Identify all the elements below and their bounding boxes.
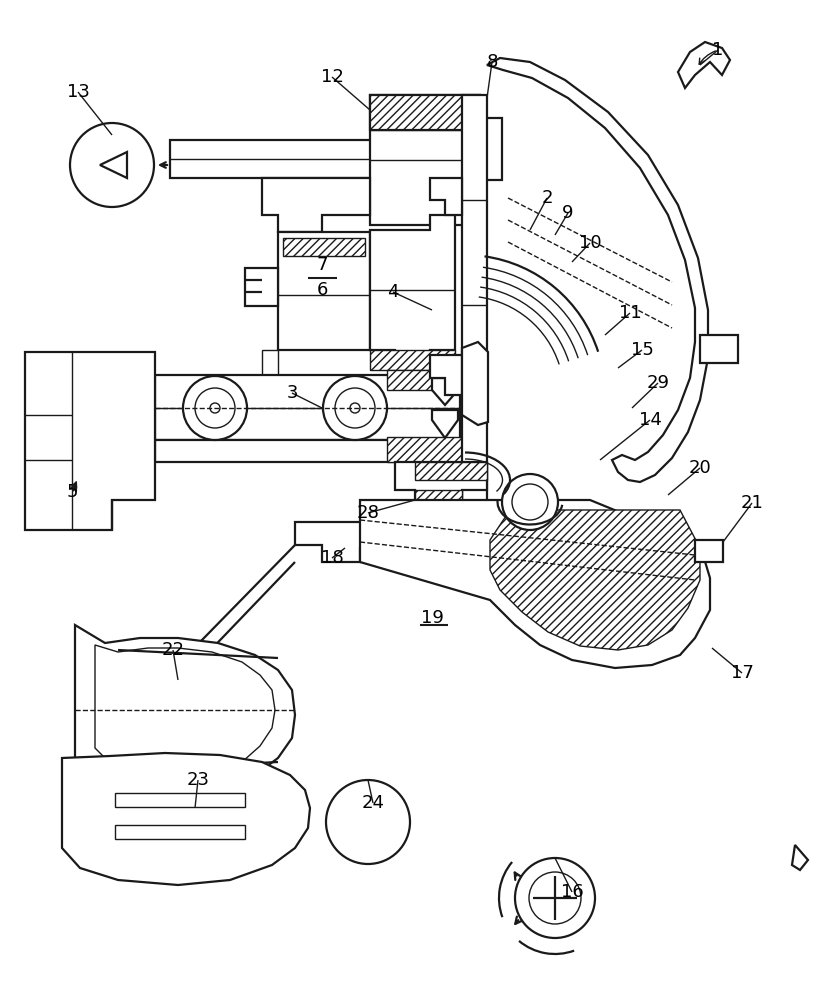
Polygon shape (791, 845, 807, 870)
Text: 18: 18 (320, 549, 343, 567)
Text: 3: 3 (286, 384, 297, 402)
Bar (415, 490, 461, 508)
Circle shape (183, 376, 247, 440)
Bar (369, 95, 479, 225)
Bar (694, 540, 722, 562)
Text: 10: 10 (578, 234, 600, 252)
Text: 11: 11 (618, 304, 641, 322)
Circle shape (502, 474, 557, 530)
Text: 22: 22 (161, 641, 185, 659)
Bar (394, 130, 430, 188)
Bar (155, 375, 460, 440)
Circle shape (512, 484, 547, 520)
Polygon shape (431, 410, 457, 438)
Text: 5: 5 (66, 483, 78, 501)
Bar (170, 140, 394, 178)
Text: 23: 23 (186, 771, 209, 789)
Text: 20: 20 (688, 459, 710, 477)
Polygon shape (369, 215, 455, 370)
Polygon shape (394, 462, 486, 520)
Text: 2: 2 (541, 189, 552, 207)
Circle shape (528, 872, 580, 924)
Text: 6: 6 (316, 281, 327, 299)
Text: 9: 9 (561, 204, 573, 222)
Text: 8: 8 (486, 53, 497, 71)
Polygon shape (461, 342, 488, 425)
Text: 4: 4 (387, 283, 398, 301)
Text: 12: 12 (320, 68, 343, 86)
Circle shape (335, 388, 374, 428)
Polygon shape (359, 500, 709, 668)
Circle shape (325, 780, 410, 864)
Bar (155, 440, 430, 462)
Bar (369, 95, 479, 130)
Bar (115, 793, 245, 807)
Circle shape (209, 403, 219, 413)
Text: 17: 17 (729, 664, 753, 682)
Polygon shape (262, 350, 277, 380)
Polygon shape (95, 645, 275, 780)
Text: 24: 24 (361, 794, 384, 812)
Text: 7: 7 (315, 256, 327, 274)
Text: 14: 14 (638, 411, 661, 429)
Text: 29: 29 (646, 374, 669, 392)
Circle shape (514, 858, 595, 938)
Bar (277, 232, 369, 350)
Text: 15: 15 (630, 341, 652, 359)
Polygon shape (486, 58, 707, 482)
Bar (699, 335, 737, 363)
Polygon shape (677, 42, 729, 88)
Bar (461, 95, 486, 505)
Bar (387, 370, 465, 390)
Text: 21: 21 (739, 494, 763, 512)
Polygon shape (262, 178, 369, 232)
Polygon shape (25, 352, 155, 530)
Bar (387, 437, 465, 462)
Polygon shape (100, 152, 127, 178)
Bar (415, 462, 486, 480)
Circle shape (323, 376, 387, 440)
Polygon shape (75, 625, 295, 793)
Polygon shape (62, 753, 310, 885)
Bar (479, 118, 502, 180)
Polygon shape (489, 510, 699, 650)
Text: 16: 16 (560, 883, 583, 901)
Text: 1: 1 (711, 41, 723, 59)
Polygon shape (295, 522, 430, 562)
Text: 13: 13 (66, 83, 89, 101)
Circle shape (70, 123, 154, 207)
Polygon shape (430, 355, 461, 395)
Bar (245, 268, 277, 306)
Text: 28: 28 (356, 504, 379, 522)
Polygon shape (431, 378, 457, 405)
Bar (369, 350, 455, 370)
Bar (115, 825, 245, 839)
Circle shape (349, 403, 359, 413)
Polygon shape (430, 178, 461, 215)
Bar (282, 238, 364, 256)
Text: 19: 19 (420, 609, 443, 627)
Circle shape (195, 388, 234, 428)
